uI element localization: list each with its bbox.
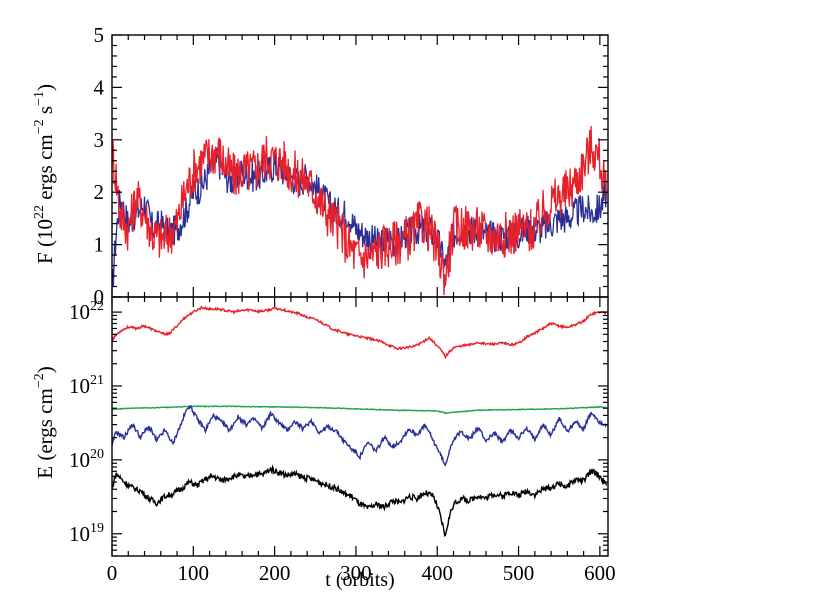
bottom-ytick-label: 1021 (69, 373, 104, 398)
xtick-label: 400 (421, 561, 453, 585)
xtick-label: 300 (340, 561, 372, 585)
xtick-label: 100 (178, 561, 210, 585)
top-ytick-label: 2 (94, 180, 105, 204)
xtick-label: 600 (584, 561, 616, 585)
top-panel: 0 1 2 3 4 5 F (1022 ergs cm−2 s−1) (32, 23, 609, 309)
bottom-y-axis-label: E (ergs cm−2) (32, 366, 57, 479)
xtick-label: 200 (259, 561, 291, 585)
xtick-label: 500 (503, 561, 535, 585)
top-y-axis-label: F (1022 ergs cm−2 s−1) (32, 84, 57, 264)
bottom-panel: 1019 1020 1021 1022 0 100 200 300 400 500 600 E (er… (32, 296, 616, 585)
top-ytick-label: 0 (94, 285, 105, 309)
bottom-series-line-3 (111, 464, 608, 538)
top-ytick-label: 3 (94, 128, 105, 152)
top-ytick-label: 1 (94, 233, 105, 257)
xtick-label: 0 (107, 561, 118, 585)
bottom-series-line-1 (111, 405, 607, 415)
bottom-series-line-0 (111, 305, 607, 360)
bottom-ytick-label: 1020 (69, 447, 104, 472)
bottom-ytick-label: 1019 (69, 521, 104, 546)
bottom-ytick-label: 1022 (69, 299, 104, 324)
top-ytick-label: 4 (94, 75, 105, 99)
x-axis-label: t (orbits) (325, 569, 394, 591)
top-series-line-1 (111, 125, 608, 296)
bottom-series-line-2 (111, 404, 608, 467)
top-ytick-label: 5 (94, 23, 105, 47)
bottom-plot-frame (111, 296, 609, 557)
